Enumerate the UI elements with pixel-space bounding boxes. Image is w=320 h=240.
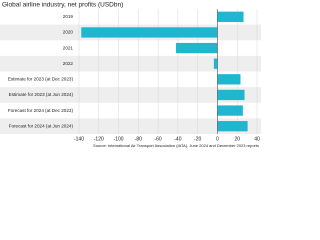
y-tick-label: 2019	[63, 14, 74, 19]
bar	[81, 27, 218, 38]
y-tick-label: Estimate for 2023 (at Dec 2023)	[8, 77, 74, 82]
row-shade	[0, 87, 261, 103]
bar	[217, 89, 245, 101]
x-tick-label: -40	[174, 136, 181, 142]
bar	[175, 42, 218, 54]
x-tick-label: -100	[114, 136, 124, 142]
chart: Global airline industry, net profits (US…	[0, 2, 261, 148]
y-tick-label: 2021	[63, 45, 74, 50]
bar	[213, 58, 218, 69]
x-tick-label: -140	[74, 136, 84, 142]
x-tick-label: -20	[194, 136, 201, 142]
y-tick-label: Estimate for 2023 (at Jun 2024)	[9, 92, 74, 97]
bar	[217, 11, 244, 22]
x-tick-label: -80	[135, 136, 142, 142]
x-tick-label: 20	[234, 136, 240, 142]
y-tick-label: Forecast for 2024 (at Jun 2024)	[9, 123, 74, 128]
y-tick-label: Forecast for 2024 (at Dec 2023)	[8, 108, 74, 113]
y-tick-label: 2020	[63, 30, 74, 35]
bar	[217, 105, 243, 116]
x-tick-label: 0	[216, 136, 219, 142]
chart-title: Global airline industry, net profits (US…	[2, 2, 123, 9]
row-shade	[0, 55, 261, 72]
bar	[217, 74, 241, 85]
row-shade	[0, 118, 261, 134]
x-tick-label: -60	[154, 136, 161, 142]
x-tick-label: -120	[94, 136, 104, 142]
y-tick-label: 2022	[63, 61, 74, 66]
x-tick-label: 40	[254, 136, 260, 142]
bar	[217, 121, 248, 132]
source-note: Source: International Air Transport Asso…	[93, 143, 259, 148]
